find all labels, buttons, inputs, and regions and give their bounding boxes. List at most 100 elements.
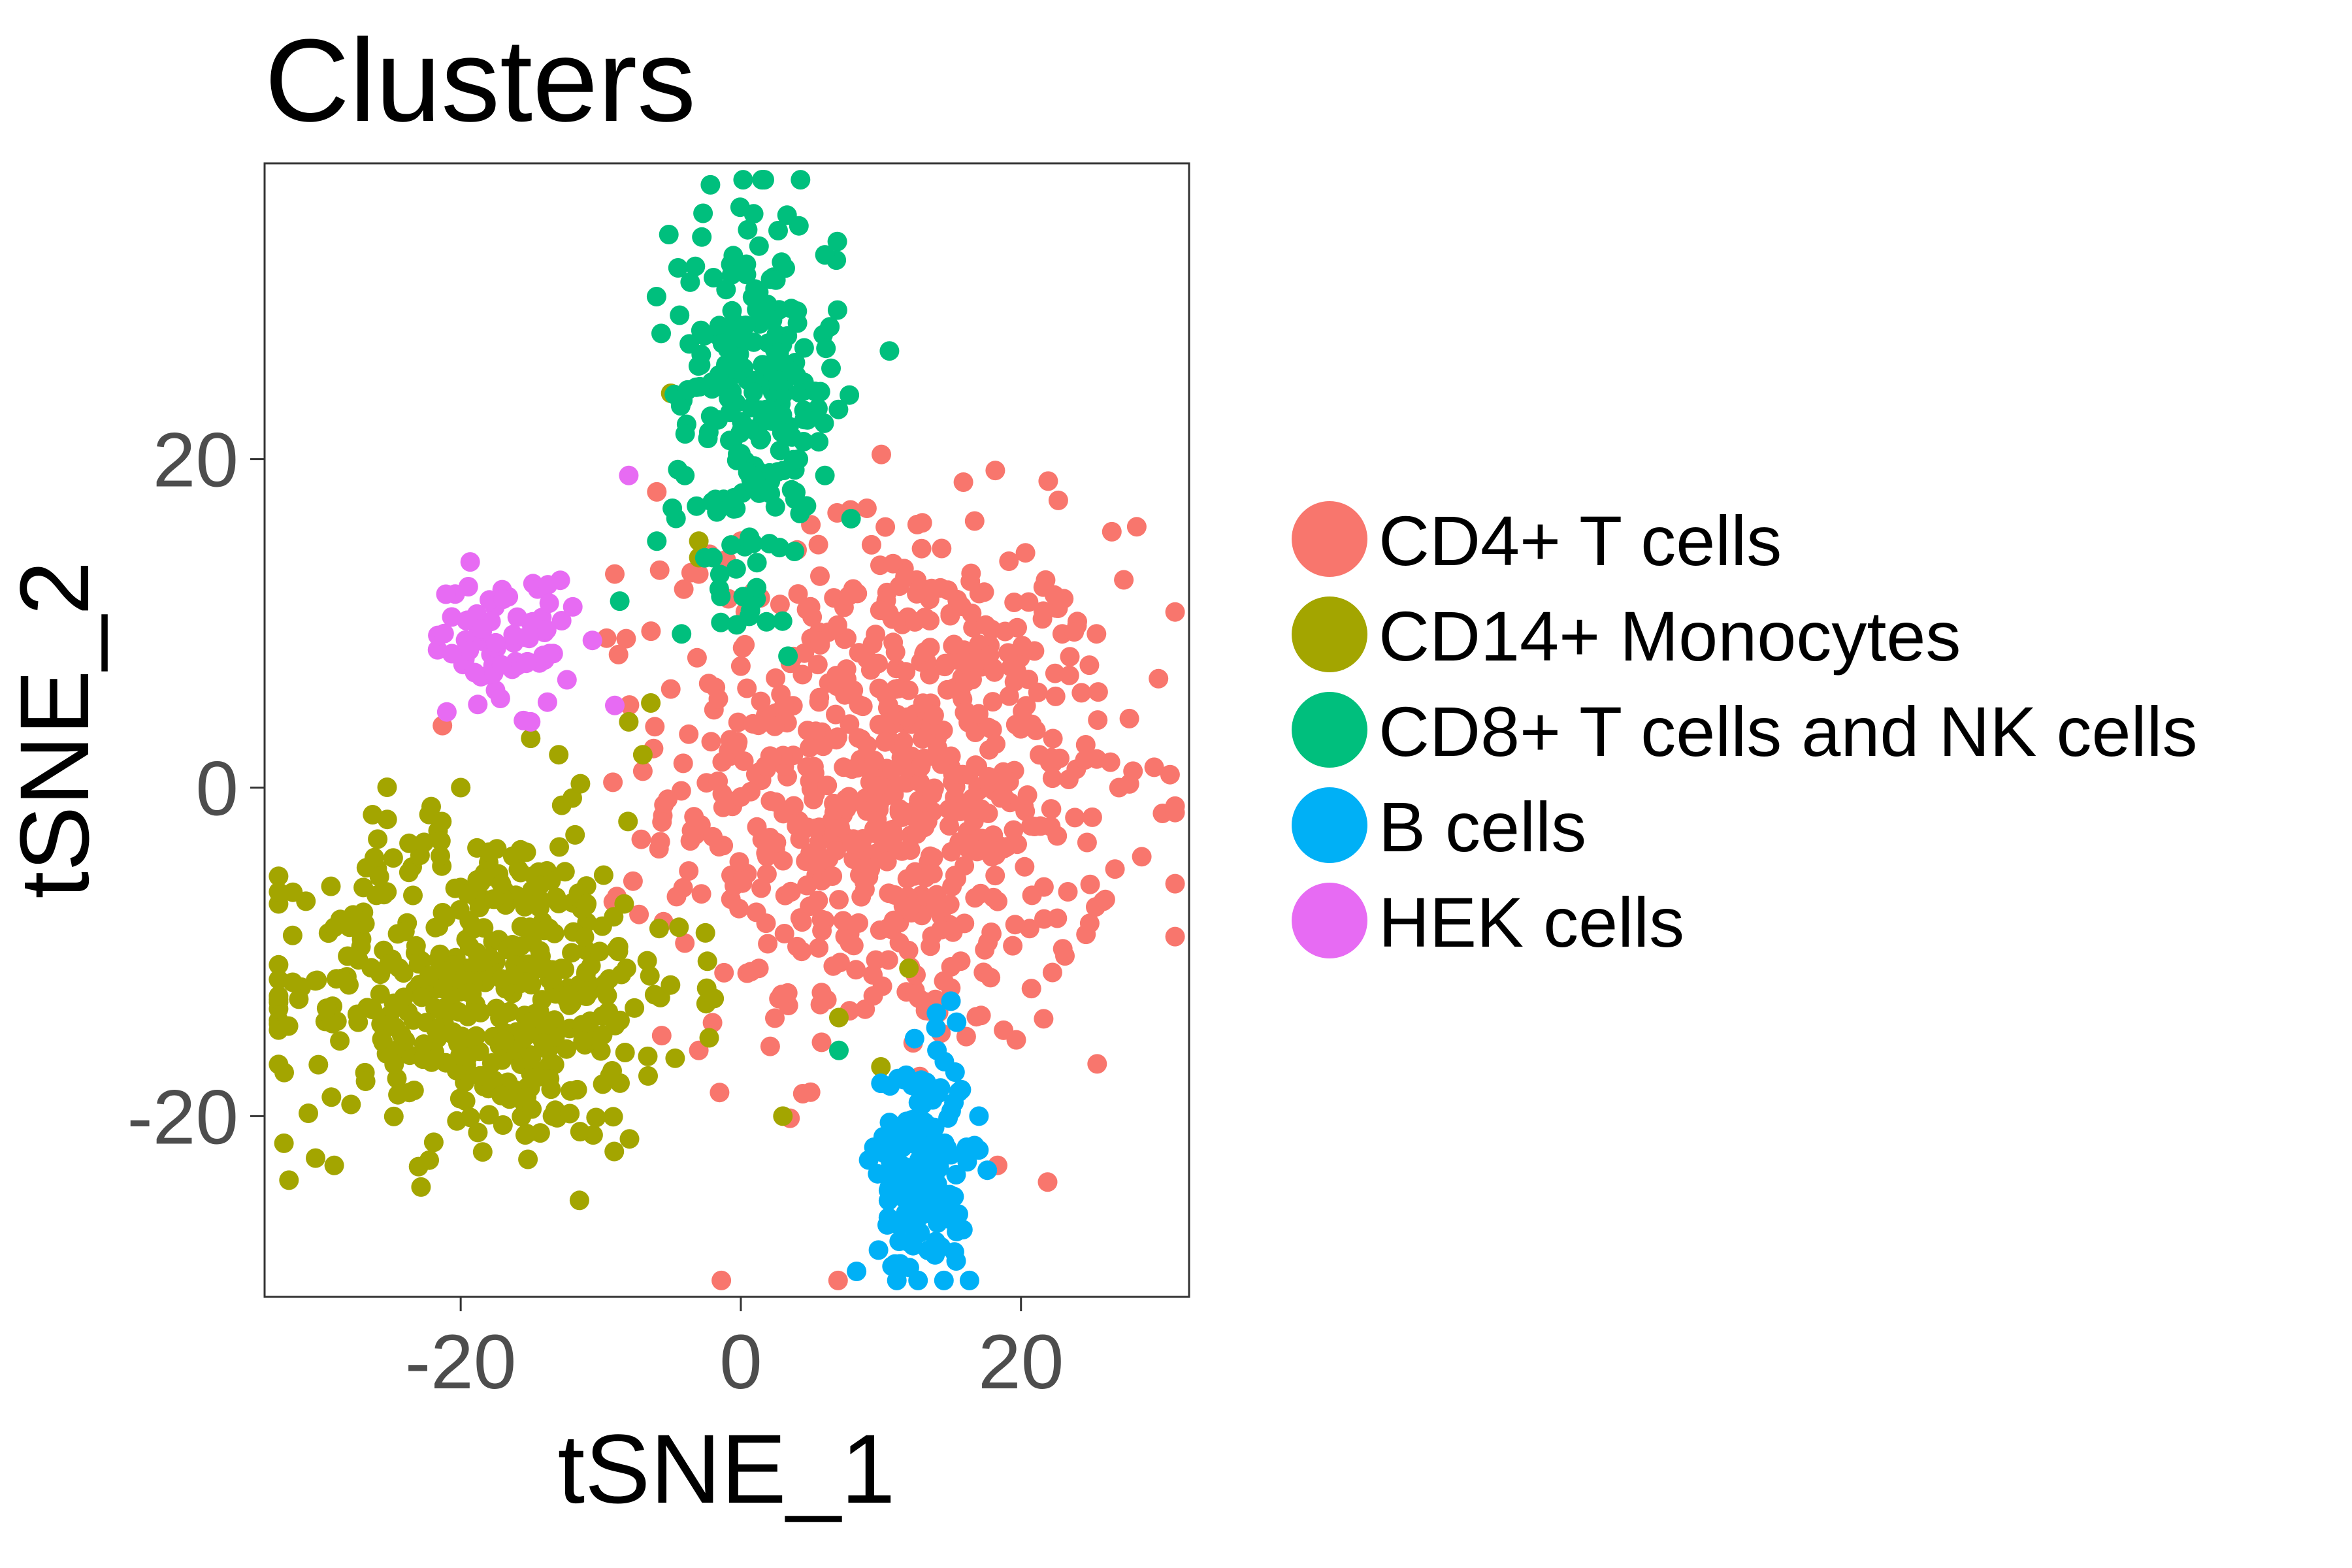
data-point (734, 751, 754, 771)
data-point (1109, 777, 1129, 798)
data-point (901, 1166, 921, 1186)
data-point (741, 962, 761, 982)
data-point (714, 962, 734, 983)
data-point (537, 692, 557, 712)
data-point (882, 760, 902, 780)
data-point (788, 584, 808, 604)
data-point (1077, 832, 1097, 853)
data-point (826, 841, 846, 861)
data-point (809, 432, 829, 452)
data-point (425, 1049, 446, 1069)
data-point (491, 1085, 512, 1105)
data-point (846, 960, 866, 980)
data-point (785, 542, 805, 561)
data-point (1114, 570, 1134, 590)
data-point (703, 547, 723, 568)
data-point (851, 729, 872, 749)
data-point (983, 887, 1004, 907)
data-point (699, 1028, 719, 1048)
data-point (516, 653, 536, 674)
data-point (341, 1094, 361, 1115)
data-point (810, 382, 830, 402)
data-point (542, 1106, 563, 1126)
data-point (913, 991, 933, 1011)
data-point (448, 1002, 468, 1022)
data-point (959, 1270, 979, 1290)
series-4 (847, 991, 998, 1290)
y-tick-label: 20 (153, 417, 238, 504)
data-point (727, 450, 747, 470)
data-point (411, 1177, 431, 1197)
data-point (1022, 885, 1042, 906)
data-point (1037, 1172, 1058, 1192)
legend-label: CD8+ T cells and NK cells (1379, 692, 2198, 771)
data-point (804, 763, 825, 783)
data-point (877, 918, 898, 938)
data-point (1048, 490, 1068, 510)
data-point (889, 932, 909, 953)
data-point (760, 791, 781, 811)
data-point (797, 875, 817, 896)
data-point (863, 986, 883, 1006)
data-point (1019, 592, 1039, 612)
data-point (769, 342, 789, 363)
data-point (691, 355, 711, 375)
data-point (693, 203, 713, 223)
data-point (306, 1148, 325, 1168)
data-point (457, 610, 478, 630)
data-point (925, 1171, 945, 1192)
data-point (774, 461, 794, 480)
data-point (975, 615, 996, 635)
data-point (1005, 915, 1025, 935)
data-point (668, 258, 688, 278)
data-point (985, 461, 1005, 481)
data-point (1079, 913, 1100, 934)
chart-title: Clusters (265, 15, 696, 146)
data-point (269, 955, 289, 975)
data-point (614, 894, 634, 914)
data-point (883, 1167, 904, 1187)
data-point (1053, 939, 1073, 959)
data-point (806, 841, 826, 861)
data-point (712, 333, 732, 353)
data-point (879, 1113, 900, 1133)
data-point (1015, 857, 1035, 877)
data-point (985, 662, 1005, 682)
data-point (321, 876, 341, 896)
data-point (955, 856, 975, 876)
data-point (747, 817, 767, 837)
data-point (941, 991, 961, 1011)
data-point (689, 564, 709, 584)
data-point (700, 174, 721, 195)
data-point (330, 1031, 350, 1051)
data-point (877, 821, 896, 841)
data-point (528, 1067, 548, 1087)
data-point (811, 909, 832, 930)
data-point (576, 987, 596, 1006)
data-point (730, 327, 750, 348)
data-point (458, 577, 478, 596)
data-point (1038, 471, 1058, 491)
data-point (866, 950, 886, 970)
data-point (756, 913, 776, 934)
data-point (1012, 636, 1032, 656)
data-point (661, 975, 681, 995)
data-point (269, 882, 289, 902)
data-point (608, 644, 629, 664)
data-point (978, 717, 998, 738)
data-point (638, 1046, 658, 1066)
data-point (792, 941, 812, 962)
data-point (619, 465, 639, 485)
data-point (604, 1141, 625, 1162)
data-point (672, 624, 692, 644)
data-point (279, 1170, 299, 1190)
data-point (269, 986, 289, 1006)
data-point (632, 745, 653, 765)
data-point (810, 566, 830, 586)
data-point (932, 1135, 953, 1155)
data-point (641, 693, 661, 713)
data-point (727, 615, 747, 635)
data-point (817, 776, 838, 796)
data-point (1082, 807, 1102, 827)
data-point (491, 655, 512, 675)
